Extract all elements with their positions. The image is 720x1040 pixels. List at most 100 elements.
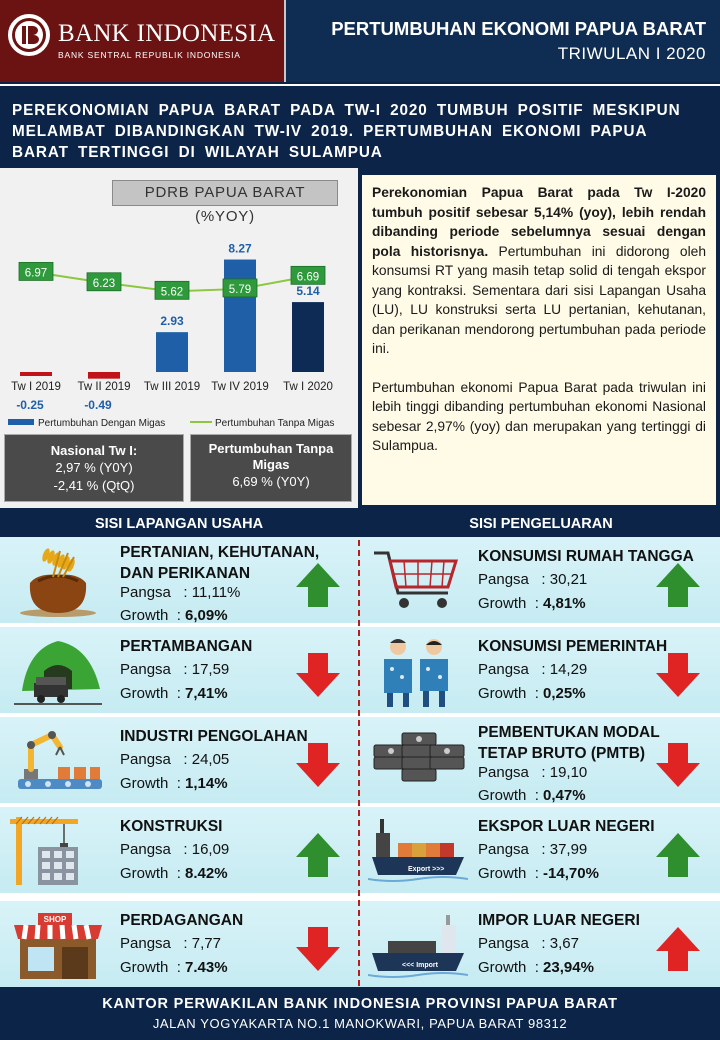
mining-cart-icon — [8, 633, 108, 707]
summary-text: Perekonomian Papua Barat pada Tw I-2020 … — [362, 175, 716, 505]
chart-title: PDRB PAPUA BARAT (%YOY) — [112, 180, 338, 225]
share-label: Pangsa — [478, 764, 529, 781]
bank-name: BANK INDONESIA — [58, 20, 276, 47]
arrow-up-icon — [654, 561, 702, 609]
growth-number: 4,81% — [543, 595, 586, 612]
share-number: : 11,11% — [183, 584, 241, 601]
growth-number: 8.42% — [185, 865, 228, 882]
sector-name: IMPOR LUAR NEGERI — [478, 912, 640, 929]
shop-icon: SHOP — [8, 907, 108, 981]
bar-value-label-3: 8.27 — [228, 242, 252, 256]
sector-name: KONSTRUKSI — [120, 818, 223, 835]
legend-line-label: Pertumbuhan Tanpa Migas — [215, 418, 334, 429]
bar-4 — [292, 302, 324, 372]
section-right-title: SISI PENGELUARAN — [469, 516, 613, 532]
arrow-down-icon — [654, 741, 702, 789]
share-value: Pangsa : 37,99 — [478, 841, 587, 858]
share-value: Pangsa : 30,21 — [478, 571, 587, 588]
summary-bold: Perekonomian Papua Barat pada Tw I-2020 … — [372, 185, 706, 259]
share-value: Pangsa : 14,29 — [478, 661, 587, 678]
arrow-up-icon — [294, 831, 342, 879]
civil-servants-icon — [368, 633, 468, 707]
export-ship-text: Export >>> — [408, 866, 444, 873]
growth-number: 1,14% — [185, 775, 228, 792]
rice-sack-icon — [8, 543, 108, 617]
growth-number: 0,25% — [543, 685, 586, 702]
summary-panel: Perekonomian Papua Barat pada Tw I-2020 … — [358, 168, 720, 508]
line-point-1 — [86, 272, 122, 292]
sector-name: PERDAGANGAN — [120, 912, 244, 929]
bar-2 — [156, 332, 188, 372]
national-qtq: -2,41 % (QtQ) — [53, 478, 135, 493]
growth-label: Growth — [120, 685, 169, 702]
footer: KANTOR PERWAKILAN BANK INDONESIA PROVINS… — [0, 988, 720, 1040]
growth-value: Growth : 0,25% — [478, 685, 586, 702]
bar-value-label-0: -0.25 — [16, 398, 44, 412]
sector-name: PERTANIAN, KEHUTANAN, — [120, 544, 320, 561]
growth-label: Growth — [120, 775, 169, 792]
growth-number: 0,47% — [543, 787, 586, 804]
sector-name: KONSUMSI PEMERINTAH — [478, 638, 668, 655]
arrow-up-icon — [654, 925, 702, 973]
growth-value: Growth : 8.42% — [120, 865, 228, 882]
non-oil-title: Pertumbuhan Tanpa Migas — [208, 441, 334, 472]
arrow-down-icon — [654, 651, 702, 699]
category-label-0: Tw I 2019 — [11, 381, 61, 393]
left-sector-row-3: KONSTRUKSI Pangsa : 16,09 Growth : 8.42% — [0, 807, 360, 893]
share-label: Pangsa — [120, 661, 171, 678]
line-point-0 — [18, 262, 54, 281]
line-point-3 — [222, 278, 258, 298]
growth-label: Growth — [478, 959, 527, 976]
share-number: : 30,21 — [541, 571, 588, 588]
right-sector-row-4: <<< Import IMPOR LUAR NEGERI Pangsa : 3,67… — [360, 901, 720, 987]
left-sector-row-4: SHOP PERDAGANGAN Pangsa : 7,77 Growth : 7.4… — [0, 901, 360, 987]
share-number: : 7,77 — [183, 935, 221, 952]
growth-label: Growth — [120, 607, 169, 624]
import-ship-text: <<< Import — [402, 962, 439, 969]
legend-bar-label: Pertumbuhan Dengan Migas — [38, 418, 165, 429]
share-value: Pangsa : 3,67 — [478, 935, 579, 952]
share-value: Pangsa : 24,05 — [120, 751, 229, 768]
growth-label: Growth — [478, 685, 527, 702]
arrow-down-icon — [294, 651, 342, 699]
footer-address: JALAN YOGYAKARTA NO.1 MANOKWARI, PAPUA B… — [152, 1016, 568, 1031]
line-point-4 — [290, 265, 326, 285]
share-number: : 16,09 — [183, 841, 230, 858]
right-sector-row-3: Export >>> EKSPOR LUAR NEGERI Pangsa : 37,… — [360, 807, 720, 893]
share-value: Pangsa : 7,77 — [120, 935, 221, 952]
headline-banner: PEREKONOMIAN PAPUA BARAT PADA TW-I 2020 … — [0, 84, 720, 166]
share-label: Pangsa — [478, 661, 529, 678]
line-value-label-4: 6.69 — [297, 271, 319, 283]
share-value: Pangsa : 11,11% — [120, 584, 240, 601]
column-divider — [358, 540, 360, 986]
bar-0 — [20, 372, 52, 376]
share-number: : 19,10 — [541, 764, 588, 781]
right-sector-row-2: PEMBENTUKAN MODAL TETAP BRUTO (PMTB) Pangs… — [360, 717, 720, 804]
bank-indonesia-emblem-icon — [8, 14, 50, 56]
share-label: Pangsa — [478, 571, 529, 588]
line-value-label-2: 5.62 — [161, 286, 183, 298]
expenditure-column: KONSUMSI RUMAH TANGGA Pangsa : 30,21 Growt… — [360, 537, 720, 987]
growth-value: Growth : 1,14% — [120, 775, 228, 792]
arrow-up-icon — [294, 561, 342, 609]
pdrb-chart: -0.25 Tw I 2019 -0.49 Tw II 2019 2.93 Tw III … — [8, 242, 334, 429]
growth-value: Growth : -14,70% — [478, 865, 599, 882]
category-label-1: Tw II 2019 — [77, 381, 130, 393]
share-label: Pangsa — [120, 584, 171, 601]
sector-name: KONSUMSI RUMAH TANGGA — [478, 548, 694, 565]
left-sector-row-0: PERTANIAN, KEHUTANAN, DAN PERIKANAN Pangsa… — [0, 537, 360, 624]
period-label: TRIWULAN I 2020 — [557, 44, 706, 63]
non-oil-growth-box: Pertumbuhan Tanpa Migas 6,69 % (Y0Y) — [190, 434, 352, 502]
share-label: Pangsa — [478, 935, 529, 952]
money-stack-icon — [368, 723, 468, 797]
bar-value-label-4: 5.14 — [296, 284, 320, 298]
factory-robot-arm-icon — [8, 723, 108, 797]
bar-1 — [88, 372, 120, 379]
sector-name: EKSPOR LUAR NEGERI — [478, 818, 655, 835]
share-number: : 24,05 — [183, 751, 230, 768]
sector-name: PERTAMBANGAN — [120, 638, 253, 655]
sector-name-line2: TETAP BRUTO (PMTB) — [478, 745, 646, 762]
growth-number: 7,41% — [185, 685, 228, 702]
arrow-down-icon — [294, 925, 342, 973]
share-value: Pangsa : 17,59 — [120, 661, 229, 678]
